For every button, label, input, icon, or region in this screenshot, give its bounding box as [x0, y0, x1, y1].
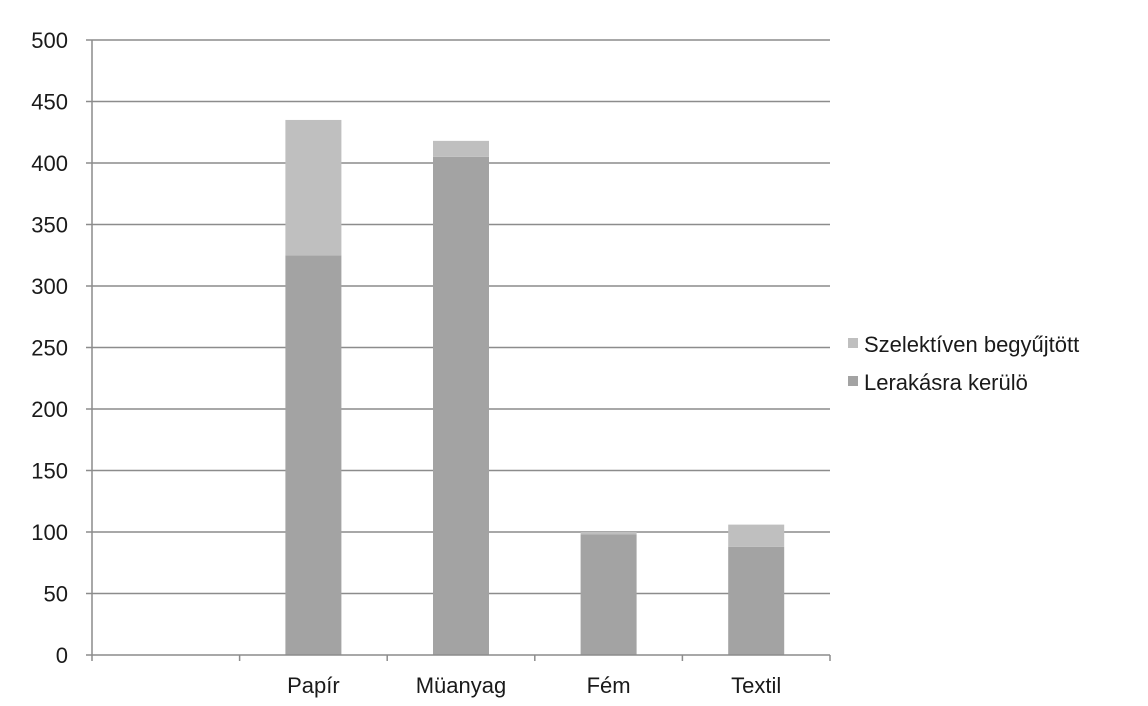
- bar-Müanyag-series-1: [433, 140, 489, 157]
- bar-Textil-series-1: [728, 524, 785, 547]
- bar-Textil-series-0: [728, 546, 785, 655]
- y-tick-label-200: 200: [31, 397, 68, 422]
- x-axis-tick-labels: Papír Müanyag Fém Textil: [287, 673, 781, 698]
- bars: [285, 119, 785, 655]
- legend: Szelektíven begyűjtött Lerakásra kerülö: [848, 332, 1079, 395]
- y-tick-label-400: 400: [31, 151, 68, 176]
- y-tick-label-0: 0: [56, 643, 68, 668]
- bar-Müanyag-series-0: [433, 156, 489, 655]
- x-tick-label-3: Fém: [587, 673, 631, 698]
- y-axis-tick-labels: 0 50 100 150 200 250 300 350 400 450 500: [31, 28, 68, 668]
- legend-label-0: Lerakásra kerülö: [864, 370, 1028, 395]
- y-tick-label-450: 450: [31, 90, 68, 115]
- x-tick-label-1: Papír: [287, 673, 340, 698]
- y-tick-label-50: 50: [44, 582, 68, 607]
- y-tick-label-500: 500: [31, 28, 68, 53]
- axes: [86, 39, 831, 661]
- x-tick-label-2: Müanyag: [416, 673, 507, 698]
- y-tick-label-350: 350: [31, 213, 68, 238]
- y-tick-label-300: 300: [31, 274, 68, 299]
- bar-Papír-series-0: [285, 255, 342, 655]
- bar-Fém-series-1: [580, 532, 637, 535]
- legend-swatch-0: [848, 376, 858, 386]
- y-tick-label-250: 250: [31, 336, 68, 361]
- legend-swatch-1: [848, 338, 858, 348]
- bar-Papír-series-1: [285, 119, 342, 256]
- legend-label-1: Szelektíven begyűjtött: [864, 332, 1079, 357]
- y-tick-label-100: 100: [31, 520, 68, 545]
- bar-Fém-series-0: [580, 534, 637, 655]
- x-tick-label-4: Textil: [731, 673, 781, 698]
- y-tick-label-150: 150: [31, 459, 68, 484]
